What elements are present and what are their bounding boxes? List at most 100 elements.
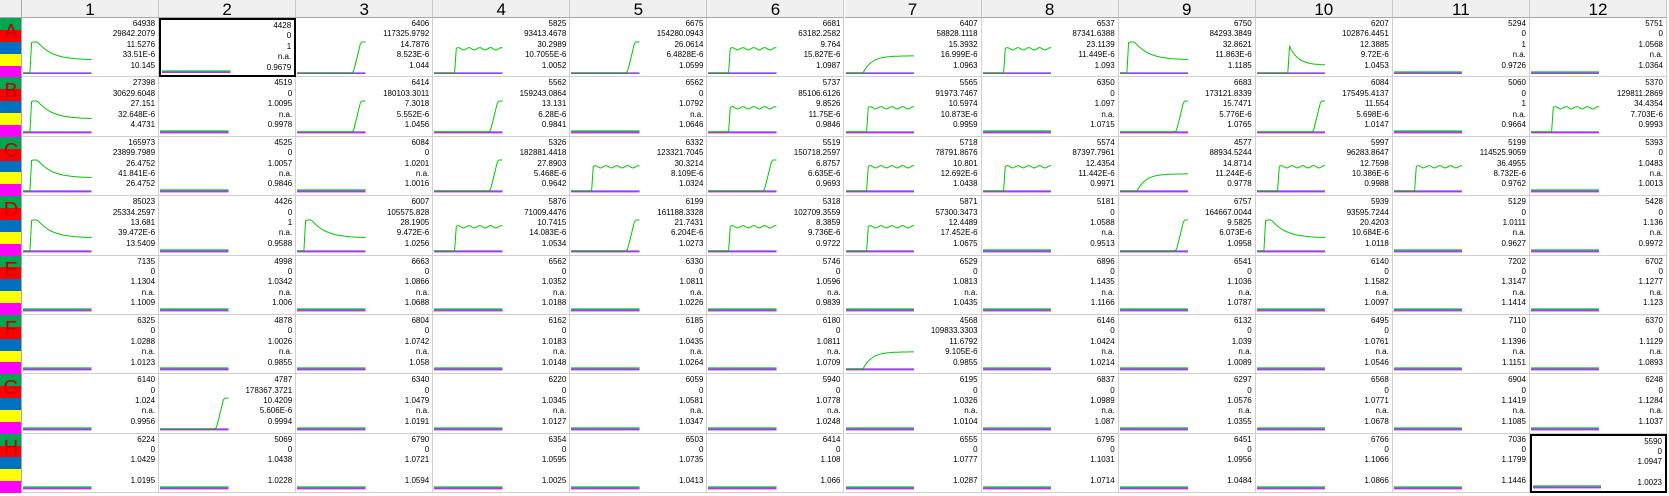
row-header-D[interactable]: D [0, 196, 22, 256]
column-header-11[interactable]: 11 [1392, 0, 1530, 19]
well-H5[interactable]: 6503 0 1.0735 1.0413 [570, 433, 708, 493]
well-B6[interactable]: 5737 85106.6126 9.8526 11.75E-6 0.9846 [707, 77, 845, 137]
well-E8[interactable]: 6896 0 1.1435 n.a. 1.1166 [981, 255, 1119, 315]
well-A10[interactable]: 6207 102876.4451 12.3885 9.72E-6 1.0453 [1255, 18, 1393, 78]
well-A5[interactable]: 6675 154280.0943 26.0614 6.4828E-6 1.0599 [570, 18, 708, 78]
well-E1[interactable]: 7135 0 1.1304 n.a. 1.1009 [22, 255, 160, 315]
well-F3[interactable]: 6804 0 1.0742 n.a. 1.058 [296, 314, 434, 375]
well-C6[interactable]: 5519 150718.2597 6.8757 6.635E-6 0.9693 [707, 136, 845, 197]
well-F2[interactable]: 4878 0 1.0026 n.a. 0.9855 [159, 314, 297, 375]
well-C10[interactable]: 5997 96283.8647 12.7598 10.386E-6 0.9988 [1255, 136, 1393, 197]
well-G1[interactable]: 6140 0 1.024 n.a. 0.9956 [22, 374, 160, 434]
well-E2[interactable]: 4998 0 1.0342 n.a. 1.006 [159, 255, 297, 315]
well-D11[interactable]: 5129 0 1.0111 n.a. 0.9627 [1392, 196, 1530, 256]
well-F11[interactable]: 7110 0 1.1396 n.a. 1.1151 [1392, 314, 1530, 375]
well-B11[interactable]: 5060 0 1 n.a. 0.9664 [1392, 77, 1530, 137]
well-F10[interactable]: 6495 0 1.0761 n.a. 1.0546 [1255, 314, 1393, 375]
well-D5[interactable]: 6199 161188.3328 21.7431 6.204E-6 1.0273 [570, 196, 708, 256]
row-header-G[interactable]: G [0, 374, 22, 434]
well-H7[interactable]: 6555 0 1.0777 1.0287 [844, 433, 982, 493]
well-B9[interactable]: 6683 173121.8339 15.7471 5.776E-6 1.0765 [1118, 77, 1256, 137]
well-G12[interactable]: 6248 0 1.1284 n.a. 1.1037 [1529, 374, 1667, 434]
well-A8[interactable]: 6537 87341.6388 23.1139 11.449E-6 1.093 [981, 18, 1119, 78]
well-C7[interactable]: 5718 78791.8676 10.801 12.692E-6 1.0438 [844, 136, 982, 197]
well-A2[interactable]: 4428 0 1 n.a. 0.9679 [159, 18, 297, 78]
well-E9[interactable]: 6541 0 1.1036 n.a. 1.0787 [1118, 255, 1256, 315]
well-D1[interactable]: 85023 25334.2597 13.681 39.472E-6 13.5409 [22, 196, 160, 256]
row-header-E[interactable]: E [0, 255, 22, 315]
row-header-H[interactable]: H [0, 433, 22, 493]
well-A9[interactable]: 6750 84293.3849 32.8621 11.863E-6 1.1185 [1118, 18, 1256, 78]
well-E5[interactable]: 6330 0 1.0811 n.a. 1.0226 [570, 255, 708, 315]
well-C4[interactable]: 5326 182881.4418 27.8903 5.468E-6 0.9642 [433, 136, 571, 197]
well-D6[interactable]: 5318 102709.3559 8.3859 9.736E-6 0.9722 [707, 196, 845, 256]
well-A7[interactable]: 6407 58828.1118 15.3932 16.999E-6 1.0963 [844, 18, 982, 78]
column-header-5[interactable]: 5 [570, 0, 708, 19]
well-E7[interactable]: 6529 0 1.0813 n.a. 1.0435 [844, 255, 982, 315]
well-D10[interactable]: 5939 93595.7244 20.4203 10.684E-6 1.0118 [1255, 196, 1393, 256]
well-B12[interactable]: 5370 129811.2869 34.4354 7.703E-6 0.9993 [1529, 77, 1667, 137]
well-G5[interactable]: 6059 0 1.0581 n.a. 1.0347 [570, 374, 708, 434]
column-header-6[interactable]: 6 [707, 0, 845, 19]
well-C5[interactable]: 6332 123321.7045 30.3214 8.109E-6 1.0324 [570, 136, 708, 197]
column-header-10[interactable]: 10 [1255, 0, 1393, 19]
well-A6[interactable]: 6681 63182.2582 9.764 15.827E-6 1.0987 [707, 18, 845, 78]
well-E3[interactable]: 6663 0 1.0866 n.a. 1.0688 [296, 255, 434, 315]
well-H11[interactable]: 7036 0 1.1799 1.1446 [1392, 433, 1530, 493]
well-B7[interactable]: 5565 91973.7467 10.5974 10.873E-6 0.9959 [844, 77, 982, 137]
well-F1[interactable]: 6325 0 1.0288 n.a. 1.0123 [22, 314, 160, 375]
column-header-12[interactable]: 12 [1529, 0, 1667, 19]
well-G3[interactable]: 6340 0 1.0479 n.a. 1.0191 [296, 374, 434, 434]
well-G8[interactable]: 6837 0 1.0989 n.a. 1.087 [981, 374, 1119, 434]
well-A11[interactable]: 5294 0 1 n.a. 0.9726 [1392, 18, 1530, 78]
well-D3[interactable]: 6007 105575.828 28.1905 9.472E-6 1.0256 [296, 196, 434, 256]
column-header-1[interactable]: 1 [22, 0, 160, 19]
well-B1[interactable]: 27398 30629.6048 27.151 32.648E-6 4.4731 [22, 77, 160, 137]
well-B8[interactable]: 6350 0 1.097 n.a. 1.0715 [981, 77, 1119, 137]
well-H12[interactable]: 5590 0 1.0947 1.0023 [1529, 433, 1667, 493]
well-H10[interactable]: 6766 0 1.1066 1.0866 [1255, 433, 1393, 493]
well-D9[interactable]: 6757 164667.0044 9.5825 6.073E-6 1.0958 [1118, 196, 1256, 256]
well-F7[interactable]: 4568 109833.3303 11.6792 9.105E-6 0.9855 [844, 314, 982, 375]
well-E6[interactable]: 5746 0 1.0596 n.a. 0.9839 [707, 255, 845, 315]
well-D8[interactable]: 5181 0 1.0588 n.a. 0.9513 [981, 196, 1119, 256]
well-C2[interactable]: 4525 0 1.0057 n.a. 0.9846 [159, 136, 297, 197]
well-H1[interactable]: 6224 0 1.0429 1.0195 [22, 433, 160, 493]
well-C9[interactable]: 4577 88934.5244 14.8714 11.244E-6 0.9778 [1118, 136, 1256, 197]
well-C11[interactable]: 5199 114525.9059 36.4955 8.732E-6 0.9762 [1392, 136, 1530, 197]
well-F4[interactable]: 6162 0 1.0183 n.a. 1.0148 [433, 314, 571, 375]
well-H4[interactable]: 6354 0 1.0595 1.0025 [433, 433, 571, 493]
row-header-A[interactable]: A [0, 18, 22, 78]
well-H8[interactable]: 6795 0 1.1031 1.0714 [981, 433, 1119, 493]
well-G4[interactable]: 6220 0 1.0345 n.a. 1.0127 [433, 374, 571, 434]
well-E12[interactable]: 6702 0 1.1277 n.a. 1.123 [1529, 255, 1667, 315]
well-A3[interactable]: 6406 117325.9792 14.7876 8.523E-6 1.044 [296, 18, 434, 78]
column-header-3[interactable]: 3 [296, 0, 434, 19]
column-header-9[interactable]: 9 [1118, 0, 1256, 19]
row-header-C[interactable]: C [0, 136, 22, 197]
well-D12[interactable]: 5428 0 1.136 n.a. 0.9972 [1529, 196, 1667, 256]
well-G10[interactable]: 6568 0 1.0771 n.a. 1.0678 [1255, 374, 1393, 434]
well-C8[interactable]: 5574 87397.7961 12.4354 11.442E-6 0.9971 [981, 136, 1119, 197]
row-header-F[interactable]: F [0, 314, 22, 375]
well-F9[interactable]: 6132 0 1.039 n.a. 1.0089 [1118, 314, 1256, 375]
well-D7[interactable]: 5871 57300.3473 12.4489 17.452E-6 1.0675 [844, 196, 982, 256]
well-G9[interactable]: 6297 0 1.0576 n.a. 1.0355 [1118, 374, 1256, 434]
well-B4[interactable]: 5562 159243.0864 13.131 6.28E-6 0.9841 [433, 77, 571, 137]
well-A1[interactable]: 64938 29842.2079 11.5276 33.51E-6 10.145 [22, 18, 160, 78]
well-F6[interactable]: 6180 0 1.0811 n.a. 1.0709 [707, 314, 845, 375]
well-F12[interactable]: 6370 0 1.1129 n.a. 1.0893 [1529, 314, 1667, 375]
well-G7[interactable]: 6195 0 1.0326 n.a. 1.0104 [844, 374, 982, 434]
well-A12[interactable]: 5751 0 1.0568 n.a. 1.0364 [1529, 18, 1667, 78]
well-F5[interactable]: 6185 0 1.0435 n.a. 1.0264 [570, 314, 708, 375]
well-E10[interactable]: 6140 0 1.1582 n.a. 1.0097 [1255, 255, 1393, 315]
well-E4[interactable]: 6562 0 1.0352 n.a. 1.0188 [433, 255, 571, 315]
well-B10[interactable]: 6084 175495.4137 11.554 5.698E-6 1.0147 [1255, 77, 1393, 137]
well-H3[interactable]: 6790 0 1.0721 1.0594 [296, 433, 434, 493]
well-H6[interactable]: 6414 0 1.108 1.066 [707, 433, 845, 493]
well-B5[interactable]: 6562 0 1.0792 n.a. 1.0646 [570, 77, 708, 137]
well-G6[interactable]: 5940 0 1.0778 n.a. 1.0248 [707, 374, 845, 434]
well-C1[interactable]: 165973 23899.7989 26.4752 41.841E-6 26.4752 [22, 136, 160, 197]
well-C3[interactable]: 6084 0 1.0201 n.a. 1.0016 [296, 136, 434, 197]
well-F8[interactable]: 6146 0 1.0424 n.a. 1.0214 [981, 314, 1119, 375]
